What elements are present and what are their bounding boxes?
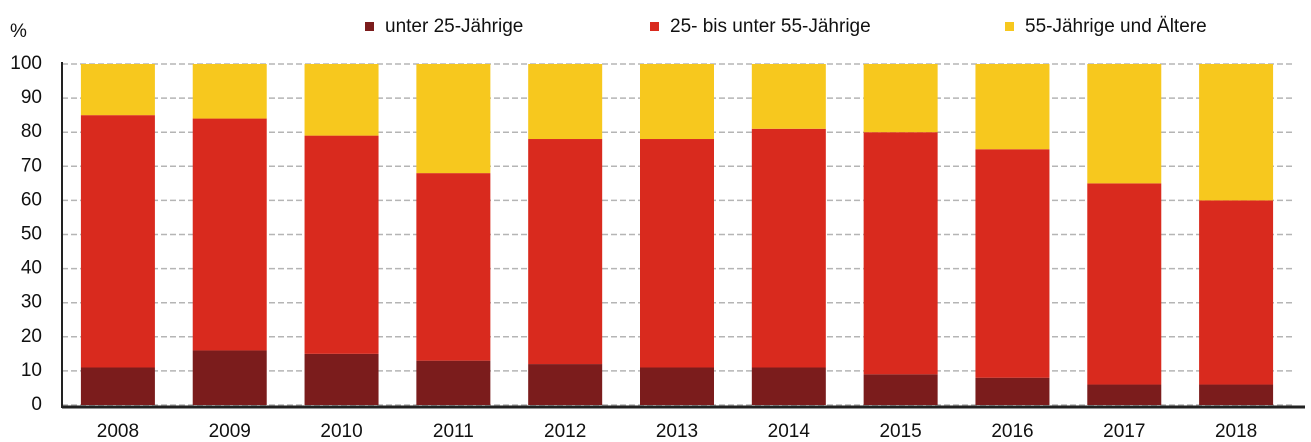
- bar-segment: [863, 64, 938, 133]
- bar-segment: [80, 367, 155, 405]
- bar-segment: [975, 64, 1050, 150]
- bar-segment: [192, 64, 267, 119]
- bar-segment: [1199, 64, 1274, 201]
- bar-segment: [1199, 384, 1274, 405]
- x-tick-label: 2011: [433, 421, 474, 442]
- x-tick-label: 2009: [209, 421, 251, 442]
- y-tick-label: 50: [21, 224, 42, 245]
- bar-segment: [751, 128, 826, 368]
- bar-segment: [751, 367, 826, 405]
- y-tick-label: 90: [21, 87, 42, 108]
- bar-segment: [80, 115, 155, 368]
- bar-segment: [528, 64, 603, 140]
- bar-segment: [192, 350, 267, 405]
- legend-swatch: [650, 22, 659, 31]
- legend-label: 25- bis unter 55-Jährige: [670, 16, 871, 37]
- bar-segment: [304, 353, 379, 405]
- x-tick-label: 2017: [1103, 421, 1145, 442]
- legend-swatch: [1005, 22, 1014, 31]
- x-tick-label: 2014: [768, 421, 811, 442]
- bar-segment: [416, 360, 491, 405]
- bar-segment: [1087, 183, 1162, 385]
- y-tick-label: 0: [31, 394, 42, 415]
- x-tick-label: 2018: [1215, 421, 1257, 442]
- bar-segment: [416, 173, 491, 361]
- legend-label: unter 25-Jährige: [385, 16, 523, 37]
- x-tick-label: 2008: [97, 421, 139, 442]
- bar-segment: [1087, 64, 1162, 184]
- bar-segment: [304, 64, 379, 136]
- y-tick-label: 20: [21, 326, 42, 347]
- bar-segment: [640, 367, 714, 405]
- x-tick-label: 2013: [656, 421, 698, 442]
- bar-segment: [528, 139, 603, 365]
- bar-segment: [975, 377, 1050, 405]
- x-tick-label: 2015: [879, 421, 921, 442]
- y-axis-label: %: [10, 21, 27, 42]
- bar-segment: [863, 132, 938, 375]
- bar-segment: [1087, 384, 1162, 405]
- bar-segment: [975, 149, 1050, 378]
- x-tick-label: 2012: [544, 421, 586, 442]
- y-tick-label: 30: [21, 292, 42, 313]
- y-tick-label: 80: [21, 121, 42, 142]
- bar-segment: [751, 64, 826, 129]
- bar-segment: [304, 135, 379, 354]
- y-tick-label: 40: [21, 258, 42, 279]
- bar-segment: [80, 64, 155, 116]
- bar-segment: [416, 64, 491, 174]
- y-tick-label: 70: [21, 155, 42, 176]
- y-tick-label: 60: [21, 189, 42, 210]
- x-tick-label: 2016: [991, 421, 1033, 442]
- legend-swatch: [365, 22, 374, 31]
- bar-segment: [528, 364, 603, 405]
- bar-segment: [640, 139, 714, 368]
- legend-label: 55-Jährige und Ältere: [1025, 16, 1207, 37]
- bar-segment: [192, 118, 267, 351]
- bar-segment: [640, 64, 714, 140]
- y-tick-label: 100: [10, 53, 42, 74]
- bar-segment: [863, 374, 938, 405]
- bar-segment: [1199, 200, 1274, 385]
- x-tick-label: 2010: [320, 421, 362, 442]
- y-tick-label: 10: [21, 360, 42, 381]
